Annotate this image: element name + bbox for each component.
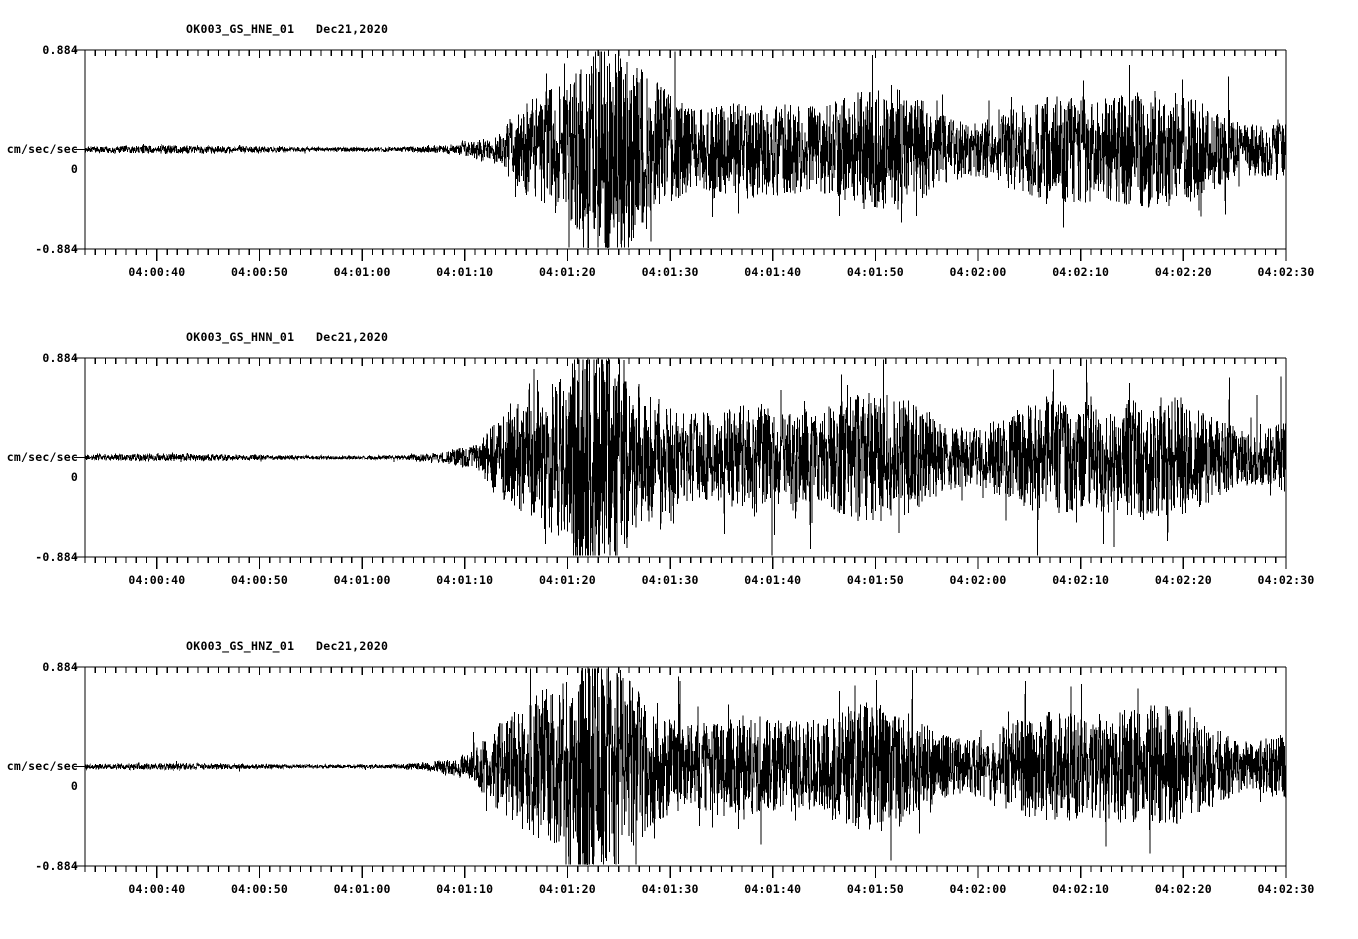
plot-area-hnn [74,357,1287,569]
x-tick-label: 04:01:10 [436,265,494,279]
x-tick-label: 04:02:30 [1257,573,1315,587]
x-tick-label: 04:01:10 [436,882,494,896]
x-tick-label: 04:01:10 [436,573,494,587]
x-tick-label: 04:01:00 [333,265,391,279]
panel-title-hne: OK003_GS_HNE_01 Dec21,2020 [186,22,389,36]
x-tick-label: 04:00:40 [128,265,186,279]
x-tick-label: 04:01:50 [846,265,904,279]
y-tick-label-min-hnn: -0.884 [35,550,78,564]
x-tick-label: 04:02:30 [1257,882,1315,896]
y-tick-label-max-hnn: 0.884 [42,351,78,365]
waveform-group-hnn [84,359,1287,556]
x-tick-label: 04:02:00 [949,573,1007,587]
x-tick-label: 04:02:30 [1257,265,1315,279]
x-tick-label: 04:01:30 [641,882,699,896]
x-tick-label: 04:01:40 [744,882,802,896]
x-tick-label: 04:01:00 [333,882,391,896]
x-tick-label: 04:02:10 [1052,265,1110,279]
x-tick-label: 04:00:40 [128,573,186,587]
y-axis-unit-label-hne: cm/sec/sec [6,142,78,156]
y-tick-label-min-hnz: -0.884 [35,859,78,873]
x-tick-label: 04:00:50 [231,265,288,279]
x-tick-label: 04:01:30 [641,573,699,587]
y-tick-label-zero-hnn: 0 [70,470,78,484]
x-tick-label: 04:01:50 [846,882,904,896]
x-tick-label: 04:02:00 [949,882,1007,896]
axis-frame-hnz [74,666,1287,878]
x-tick-label: 04:01:20 [538,573,596,587]
axis-frame-hnn [74,357,1287,569]
seismogram-panel-hne: OK003_GS_HNE_01 Dec21,2020 cm/sec/sec 0.… [0,22,1358,322]
y-axis-unit-label-hnn: cm/sec/sec [6,450,78,464]
waveform-group-hne [84,51,1287,248]
x-tick-label: 04:02:20 [1154,265,1212,279]
x-tick-label: 04:00:50 [231,573,288,587]
x-tick-label: 04:02:10 [1052,882,1110,896]
plot-area-hnz [74,666,1287,878]
y-tick-label-min-hne: -0.884 [35,242,78,256]
y-tick-label-max-hnz: 0.884 [42,660,78,674]
x-tick-label: 04:00:40 [128,882,186,896]
x-tick-label: 04:01:00 [333,573,391,587]
x-tick-label: 04:02:20 [1154,573,1212,587]
x-tick-label: 04:00:50 [231,882,288,896]
y-axis-unit-label-hnz: cm/sec/sec [6,759,78,773]
seismogram-panel-hnz: OK003_GS_HNZ_01 Dec21,2020 cm/sec/sec 0.… [0,639,1358,939]
x-tick-label: 04:02:00 [949,265,1007,279]
y-tick-label-zero-hne: 0 [70,162,78,176]
panel-title-hnz: OK003_GS_HNZ_01 Dec21,2020 [186,639,389,653]
axis-frame-hne [74,49,1287,261]
x-tick-label: 04:02:10 [1052,573,1110,587]
waveform-group-hnz [84,668,1287,865]
plot-area-hne [74,49,1287,261]
x-tick-label: 04:01:40 [744,573,802,587]
x-tick-label: 04:01:50 [846,573,904,587]
panel-title-hnn: OK003_GS_HNN_01 Dec21,2020 [186,330,389,344]
x-tick-label: 04:01:40 [744,265,802,279]
x-tick-label: 04:01:30 [641,265,699,279]
y-tick-label-max-hne: 0.884 [42,43,78,57]
y-tick-label-zero-hnz: 0 [70,779,78,793]
seismogram-panel-hnn: OK003_GS_HNN_01 Dec21,2020 cm/sec/sec 0.… [0,330,1358,630]
x-tick-label: 04:01:20 [538,882,596,896]
x-tick-label: 04:01:20 [538,265,596,279]
x-tick-label: 04:02:20 [1154,882,1212,896]
